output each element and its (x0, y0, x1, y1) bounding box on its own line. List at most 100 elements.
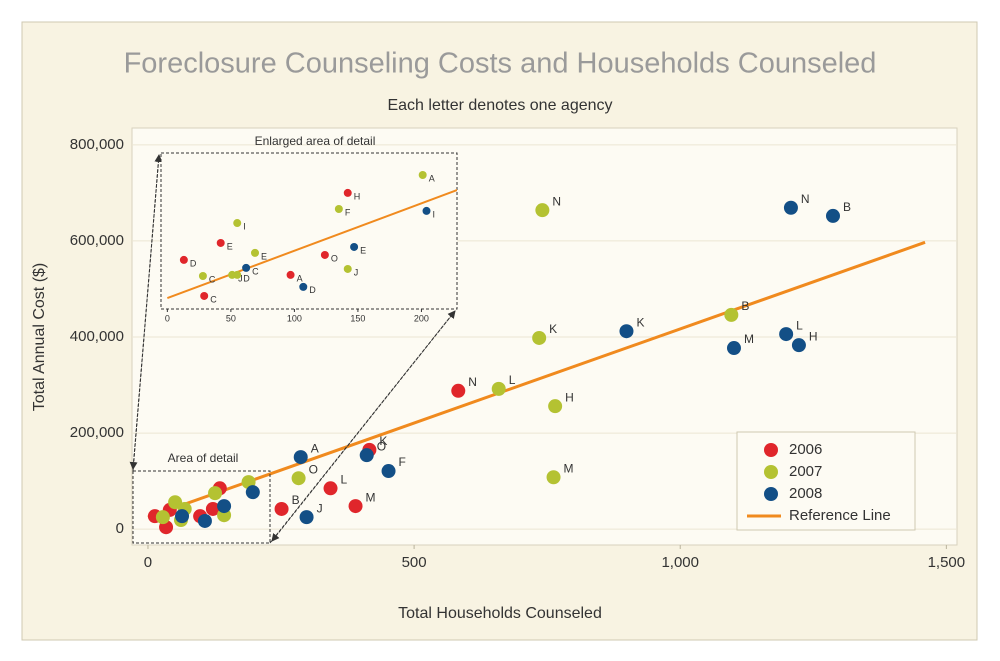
inset-point-label: C (209, 274, 216, 284)
point-label: M (564, 461, 574, 475)
point-label: F (399, 455, 406, 469)
inset-x-tick-label: 0 (165, 313, 170, 323)
reference-line (147, 240, 926, 519)
inset-point (334, 204, 343, 213)
inset-point-label: C (210, 294, 217, 304)
inset-point (286, 270, 295, 279)
inset-point-label: A (297, 273, 303, 283)
point (359, 448, 374, 463)
point-label: K (549, 322, 557, 336)
legend-label: Reference Line (789, 507, 891, 524)
point-label: H (809, 329, 818, 343)
point-label: B (741, 299, 749, 313)
point (291, 471, 306, 486)
point (205, 501, 220, 516)
zoom-arrow (269, 310, 456, 544)
inset-point-label: J (354, 267, 359, 277)
point (348, 499, 363, 514)
inset-point (179, 255, 188, 264)
inset-point (422, 206, 431, 215)
inset-point (216, 238, 225, 247)
inset-point-label: F (345, 207, 351, 217)
inset-point-label: E (227, 241, 233, 251)
inset-point-label: H (354, 191, 361, 201)
inset-point (299, 282, 308, 291)
inset-point-label: O (331, 253, 338, 263)
chart-subtitle: Each letter denotes one agency (387, 97, 612, 114)
x-tick-label: 500 (402, 554, 427, 571)
x-tick-label: 1,000 (661, 554, 699, 571)
inset-x-tick-label: 150 (350, 313, 365, 323)
legend-label: 2007 (789, 463, 822, 480)
legend-swatch (764, 443, 778, 457)
inset-point-label: D (190, 258, 197, 268)
y-tick-label: 800,000 (70, 136, 124, 153)
point-label: M (366, 490, 376, 504)
inset-point-label: D (243, 273, 250, 283)
point-label: L (509, 373, 516, 387)
zoom-arrow (132, 154, 163, 472)
inset-point (200, 291, 209, 300)
point (546, 470, 561, 485)
point (299, 510, 314, 525)
point (535, 203, 550, 218)
inset-point (242, 263, 251, 272)
zoom-arrow (271, 310, 456, 542)
y-axis-label: Total Annual Cost ($) (31, 263, 48, 412)
point (293, 450, 308, 465)
point (245, 485, 260, 500)
legend-label: 2008 (789, 485, 822, 502)
x-tick-label: 0 (144, 554, 152, 571)
inset-point-label: E (261, 251, 267, 261)
y-tick-label: 600,000 (70, 232, 124, 249)
point-label: N (801, 192, 810, 206)
point (175, 509, 190, 524)
point (779, 327, 794, 342)
point-label: B (843, 200, 851, 214)
point-label: K (636, 315, 644, 329)
x-axis-label: Total Households Counseled (398, 605, 602, 622)
point (619, 324, 634, 339)
point (451, 383, 466, 398)
legend: 2006 2007 2008 Reference Line (736, 431, 916, 531)
inset-point (233, 219, 242, 228)
point-label: B (292, 493, 300, 507)
point (381, 464, 396, 479)
inset-point-label: A (429, 173, 435, 183)
point-label: O (377, 439, 386, 453)
point (274, 501, 289, 516)
point (208, 486, 223, 501)
y-tick-label: 0 (116, 520, 124, 537)
inset-point (320, 250, 329, 259)
inset-point-label: J (238, 273, 243, 283)
y-tick-label: 200,000 (70, 424, 124, 441)
legend-label: 2006 (789, 441, 822, 458)
detail-area-box (132, 470, 271, 544)
x-tick-label: 1,500 (928, 554, 966, 571)
inset-title: Enlarged area of detail (255, 134, 376, 148)
inset-point-label: E (360, 245, 366, 255)
inset-point (251, 248, 260, 257)
point-label: K (379, 434, 387, 448)
inset-x-tick-label: 200 (414, 313, 429, 323)
inset-x-tick-label: 100 (287, 313, 302, 323)
inset-point (198, 271, 207, 280)
inset-point-label: I (433, 209, 436, 219)
inset-x-tick-label: 50 (226, 313, 236, 323)
legend-swatch (764, 465, 778, 479)
reference-line-group (147, 240, 926, 519)
inset-point-label: D (309, 285, 316, 295)
inset-point (233, 270, 242, 279)
point-label: L (341, 472, 348, 486)
chart-title: Foreclosure Counseling Costs and Househo… (124, 48, 877, 80)
point (548, 399, 563, 414)
inset-point-label: C (252, 266, 259, 276)
point (726, 341, 741, 356)
point (783, 200, 798, 215)
point (217, 499, 232, 514)
point (791, 338, 806, 353)
point (491, 381, 506, 396)
